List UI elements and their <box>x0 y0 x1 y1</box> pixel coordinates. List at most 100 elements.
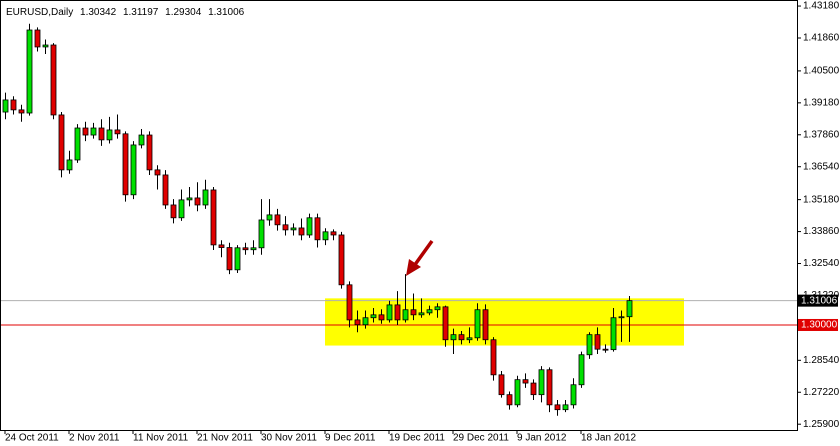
header-high: 1.31197 <box>123 7 159 18</box>
candle-body <box>530 382 537 396</box>
y-tick-label: 1.37860 <box>803 129 840 140</box>
candle-body <box>498 374 505 396</box>
candle-body <box>490 339 497 376</box>
header-open: 1.30342 <box>80 7 117 18</box>
candle-body <box>282 224 289 231</box>
candle-body <box>410 309 417 316</box>
level-label: 1.30000 <box>801 320 838 331</box>
candle-body <box>626 300 633 318</box>
candle-body <box>434 306 441 311</box>
zone <box>325 298 684 346</box>
candle-body <box>346 284 353 321</box>
candle-body <box>466 337 473 341</box>
candle-body <box>106 129 113 141</box>
candle-body <box>42 44 49 48</box>
candle-layer <box>2 23 633 416</box>
candle-body <box>266 214 273 221</box>
candle-body <box>426 309 433 314</box>
candle-body <box>154 169 161 176</box>
candle-body <box>562 404 569 411</box>
x-tick-label: 30 Nov 2011 <box>261 433 317 444</box>
candle-body <box>378 314 385 321</box>
candle-body <box>610 317 617 351</box>
candle-body <box>218 244 225 248</box>
arrow-head <box>406 259 421 276</box>
candle-body <box>58 114 65 171</box>
candle-body <box>130 144 137 196</box>
candle-body <box>162 174 169 206</box>
candle-body <box>474 309 481 339</box>
y-tick-label: 1.27220 <box>803 387 840 398</box>
candle-body <box>178 199 185 219</box>
x-tick-label: 11 Nov 2011 <box>133 433 189 444</box>
candle-body <box>322 231 329 241</box>
y-tick-label: 1.25900 <box>803 419 840 430</box>
candle-body <box>586 334 593 356</box>
candle-body <box>330 231 337 236</box>
candle-body <box>202 189 209 206</box>
x-tick-label: 9 Dec 2011 <box>325 433 376 444</box>
candle-body <box>258 219 265 249</box>
candle-body <box>362 317 369 326</box>
y-tick-label: 1.36540 <box>803 161 840 172</box>
x-tick-label: 24 Oct 2011 <box>5 433 59 444</box>
candle-body <box>226 247 233 271</box>
candle-body <box>114 129 121 135</box>
candle-body <box>66 159 73 171</box>
candle-body <box>90 127 97 136</box>
y-tick-label: 1.39180 <box>803 97 840 108</box>
candle-body <box>306 217 313 236</box>
candle-body <box>34 29 41 48</box>
annotation-arrow <box>406 239 434 276</box>
candle-body <box>402 309 409 321</box>
candle-body <box>514 379 521 406</box>
axis-layer: 1.43180 1.41860 1.40500 1.39180 1.37860 1.365… <box>4 1 840 444</box>
candle-body <box>50 44 57 116</box>
y-tick-label: 1.43180 <box>803 1 840 12</box>
candle-body <box>194 197 201 206</box>
candle-body <box>138 134 145 146</box>
candle-body <box>538 369 545 396</box>
candle-body <box>570 384 577 406</box>
candle-body <box>186 197 193 201</box>
candle-body <box>594 334 601 350</box>
candle-body <box>458 334 465 341</box>
zone-layer <box>325 298 684 346</box>
candle-body <box>602 348 609 351</box>
candle-body <box>554 404 561 411</box>
candle-body <box>98 127 105 141</box>
candle-body <box>418 312 425 316</box>
candle-body <box>482 309 489 341</box>
price-label: 1.31006 <box>801 295 838 306</box>
candle-body <box>442 306 449 341</box>
header-close: 1.31006 <box>208 7 245 18</box>
candle-body <box>370 314 377 319</box>
candle-body <box>82 127 89 136</box>
chart-title: EURUSD,Daily <box>6 7 73 18</box>
y-tick-label: 1.28540 <box>803 355 840 366</box>
y-tick-label: 1.41860 <box>803 33 840 44</box>
plot-frame <box>0 0 798 431</box>
candle-body <box>234 247 241 271</box>
candle-body <box>386 304 393 321</box>
x-tick-label: 29 Dec 2011 <box>453 433 509 444</box>
x-tick-label: 21 Nov 2011 <box>197 433 253 444</box>
candle-body <box>26 29 33 114</box>
y-tick-label: 1.32540 <box>803 258 840 269</box>
x-tick-label: 19 Dec 2011 <box>389 433 445 444</box>
x-tick-label: 9 Jan 2012 <box>517 433 567 444</box>
y-tick-label: 1.40500 <box>803 66 840 77</box>
candle-body <box>242 247 249 251</box>
y-tick-label: 1.33860 <box>803 226 840 237</box>
candle-body <box>2 99 9 113</box>
candle-body <box>250 247 257 251</box>
candle-body <box>74 127 81 161</box>
candle-body <box>338 234 345 286</box>
arrow-shaft <box>412 239 434 268</box>
header-low: 1.29304 <box>165 7 202 18</box>
candle-body <box>122 133 129 196</box>
candle-body <box>146 134 153 171</box>
candle-body <box>290 227 297 231</box>
candle-body <box>314 217 321 241</box>
